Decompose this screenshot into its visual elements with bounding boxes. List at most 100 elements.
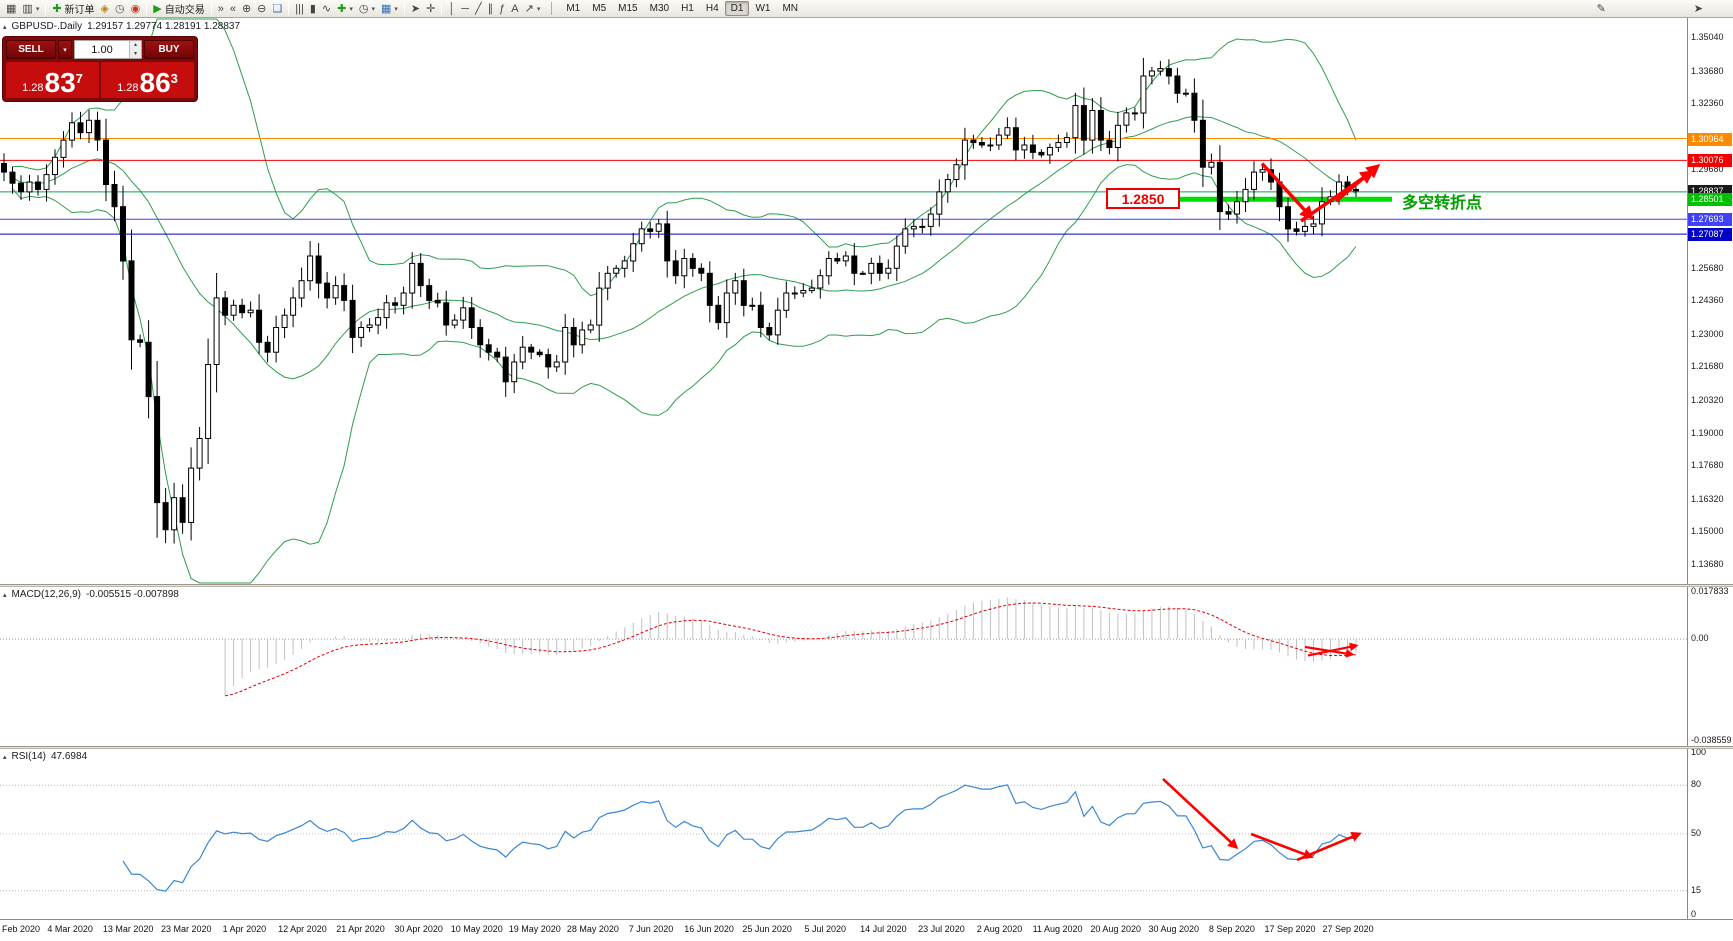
sell-button[interactable]: SELL [6,40,56,59]
navigator-button[interactable]: ◈ [98,1,112,17]
collapse-icon[interactable]: ▴ [3,753,7,761]
timeframe-m15[interactable]: M15 [618,3,638,14]
new-order-icon: ✚ [52,2,62,15]
date-label: 17 Sep 2020 [1264,924,1316,934]
tile-windows-icon: ❏ [272,2,283,15]
date-label: 8 Sep 2020 [1208,924,1255,934]
price-tick-label: 1.13680 [1691,558,1724,569]
date-label: 1 Apr 2020 [222,924,267,934]
date-label: 16 Jun 2020 [684,924,734,934]
price-tick-label: 1.29680 [1691,164,1724,175]
indicators-button[interactable]: ✚ ▾ [334,1,356,17]
draw-group: │ ─ ╱ ∥ ƒ A ↗ ▾ [445,0,543,17]
collapse-icon[interactable]: ▴ [3,591,7,599]
chart-shift-button[interactable]: « [227,1,239,17]
templates-button[interactable]: ▦ ▾ [378,1,401,17]
horizontal-line-button[interactable]: ─ [458,1,472,17]
timeframe-h4[interactable]: H4 [705,3,719,14]
timeframe-m1[interactable]: M1 [566,3,581,14]
horizontal-line-icon: ─ [461,2,470,15]
main-toolbar: ▦ ▥ ▾ ✚ 新订单 ◈ ◷ ◉ ▶ 自动交易» «⊕ ⊖ ❏ ||| ▮ ∿ ✚ ▾ ◷ ▾ ▦ ▾ ➤ ✛ │ ─ ╱ ∥ ƒ A ↗… [0,0,1733,18]
line-chart-icon: ∿ [321,2,332,15]
price-tick-label: 1.32360 [1691,98,1724,109]
timeframe-w1[interactable]: W1 [755,3,771,14]
line-chart-button[interactable]: ∿ [319,1,334,17]
rsi-tick-label: 15 [1691,884,1702,895]
profiles-button[interactable]: ▥ ▾ [19,1,42,17]
autotrading-group: ▶ 自动交易 [150,0,207,17]
template-icon: ▦ [380,2,392,15]
arrows-button[interactable]: ↗ ▾ [522,1,544,17]
bar-chart-button[interactable]: ||| [292,1,307,17]
toolbar-right-icons: ✎ ➤ [1594,1,1730,17]
history-center-button[interactable]: ◷ [112,1,128,17]
date-label: 19 May 2020 [508,924,561,934]
date-label: 30 Apr 2020 [394,924,443,934]
toolbar-groups: ▦ ▥ ▾ ✚ 新订单 ◈ ◷ ◉ ▶ 自动交易» «⊕ ⊖ ❏ ||| ▮ ∿ ✚ ▾ ◷ ▾ ▦ ▾ ➤ ✛ │ ─ ╱ ∥ ƒ A ↗… [3,0,543,17]
symbol-label: GBPUSD-.Daily [11,21,83,32]
sell-price[interactable]: 1.28 83 7 [6,62,99,98]
pane-separator[interactable] [0,584,1733,587]
auto-scroll-button[interactable]: » [215,1,227,17]
chart-file-group: ▦ ▥ ▾ [3,0,42,17]
volume-dropdown[interactable]: ▾ [58,40,72,59]
candlestick-button[interactable]: ▮ [307,1,319,17]
crosshair-button[interactable]: ✛ [423,1,438,17]
autotrading-button[interactable]: ▶ 自动交易 [150,1,207,17]
timeframe-m30[interactable]: M30 [649,3,670,14]
volume-input[interactable] [75,41,129,58]
date-label: 2 Aug 2020 [976,924,1023,934]
timeframe-m5[interactable]: M5 [592,3,607,14]
buy-price[interactable]: 1.28 86 3 [101,62,194,98]
macd-pane [0,597,1687,697]
timeframe-d1[interactable]: D1 [724,1,750,16]
toolbar-separator [441,2,443,15]
date-label: 21 Apr 2020 [336,924,385,934]
date-label: 20 Aug 2020 [1090,924,1141,934]
new-order-button[interactable]: ✚ 新订单 [49,1,97,17]
price-tick-label: 1.19000 [1691,427,1724,438]
buy-button[interactable]: BUY [144,40,194,59]
tile-windows-button[interactable]: ❏ [269,1,285,17]
periods-button[interactable]: ◷ ▾ [356,1,378,17]
macd-name: MACD(12,26,9) [11,589,81,600]
horizontal-levels [0,138,1687,235]
vertical-line-button[interactable]: │ [445,1,458,17]
rsi-name: RSI(14) [11,751,46,762]
auto-scroll-icon: » [217,2,224,15]
pointer-tool-button[interactable]: ➤ [1691,1,1706,17]
price-tick-label: 1.20320 [1691,395,1724,405]
timeframe-h1[interactable]: H1 [681,3,694,14]
alerts-button[interactable]: ◉ [128,1,144,17]
price-tag: 1.27087 [1688,228,1732,242]
date-label: 25 Jun 2020 [742,924,792,934]
price-tag: 1.28501 [1688,193,1732,207]
step-down-icon[interactable]: ▾ [130,49,141,58]
date-label: 10 May 2020 [450,924,503,934]
cursor-button[interactable]: ➤ [408,1,423,17]
date-label: 14 Jul 2020 [860,924,907,934]
price-axis[interactable]: 1.35040 1.33680 1.32360 1.29680 1.25680 1.243… [1687,18,1733,941]
channel-button[interactable]: ∥ [485,1,497,17]
zoom-out-button[interactable]: ⊖ [254,1,269,17]
vertical-line-icon: │ [448,2,456,15]
bar-chart-icon: ||| [295,2,304,15]
fibonacci-button[interactable]: ƒ [496,1,508,17]
macd-values: -0.005515 -0.007898 [85,589,179,600]
time-axis[interactable]: Feb 2020 4 Mar 2020 13 Mar 2020 23 Mar 2020… [0,919,1733,941]
zoom-in-button[interactable]: ⊕ [239,1,254,17]
price-tag: 1.30076 [1688,154,1732,168]
date-label: 30 Aug 2020 [1148,924,1200,934]
new-chart-button[interactable]: ▦ [3,1,19,17]
timeframe-mn[interactable]: MN [782,3,799,14]
buy-price-sup: 3 [170,71,178,86]
edit-button[interactable]: ✎ [1594,1,1609,17]
pane-separator[interactable] [0,746,1733,749]
collapse-icon[interactable]: ▴ [3,23,7,31]
text-button[interactable]: A [508,1,521,17]
chevron-down-icon: ▾ [349,5,353,13]
step-up-icon[interactable]: ▴ [130,41,141,50]
trendline-button[interactable]: ╱ [472,1,485,17]
trade-group: ✚ 新订单 ◈ ◷ ◉ [49,0,143,17]
